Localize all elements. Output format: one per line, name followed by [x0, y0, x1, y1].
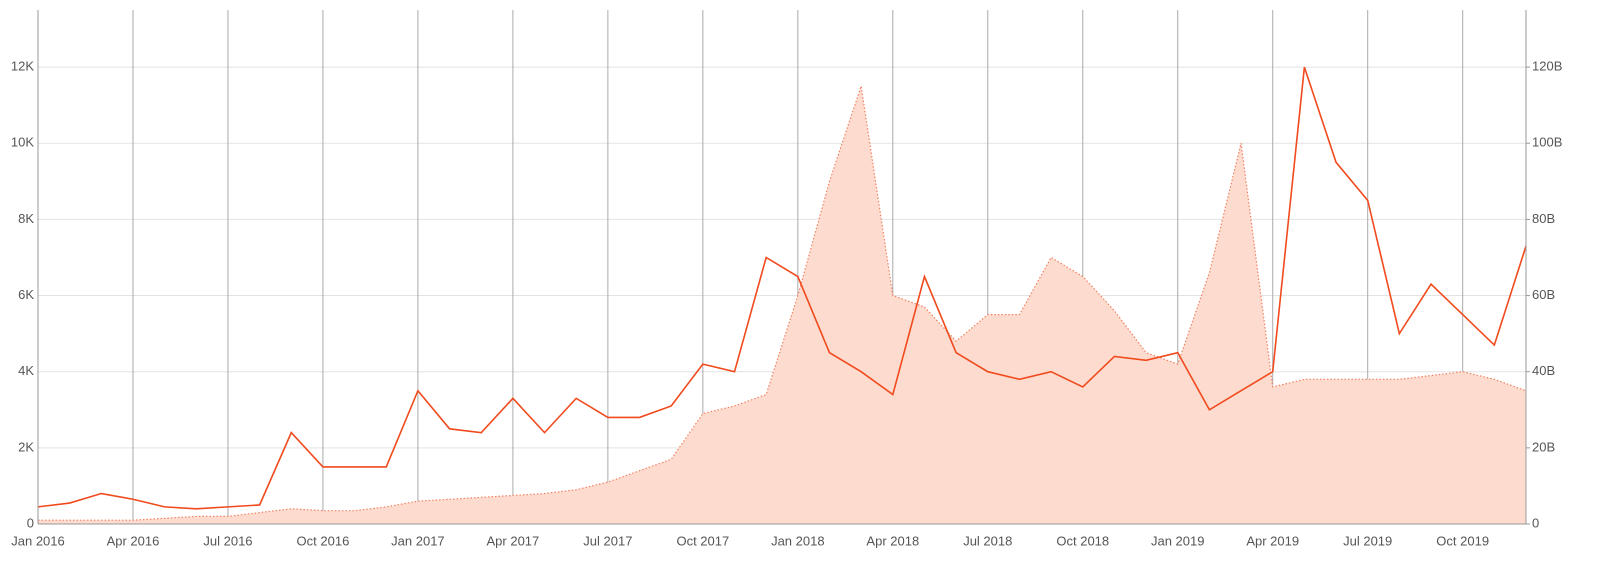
line — [37, 66, 1527, 510]
y2-tick-label: 60B — [1532, 287, 1555, 302]
x-tick-label: Apr 2019 — [1246, 533, 1299, 548]
x-tick-label: Apr 2016 — [107, 533, 160, 548]
y2-tick-label: 80B — [1532, 211, 1555, 226]
x-tick-label: Apr 2018 — [866, 533, 919, 548]
x-tick-label: Jul 2018 — [963, 533, 1012, 548]
y2-tick-label: 40B — [1532, 363, 1555, 378]
y2-tick-label: 120B — [1532, 59, 1562, 74]
y-tick-label: 4K — [18, 363, 34, 378]
x-tick-label: Jul 2019 — [1343, 533, 1392, 548]
x-tick-label: Oct 2018 — [1056, 533, 1109, 548]
x-tick-label: Jan 2017 — [391, 533, 445, 548]
x-tick-label: Oct 2019 — [1436, 533, 1489, 548]
y2-tick-label: 100B — [1532, 135, 1562, 150]
x-tick-label: Oct 2017 — [676, 533, 729, 548]
y-tick-label: 2K — [18, 439, 34, 454]
x-tick-label: Oct 2016 — [297, 533, 350, 548]
x-tick-label: Jan 2016 — [11, 533, 65, 548]
y-tick-label: 0 — [27, 515, 34, 530]
y-tick-label: 8K — [18, 211, 34, 226]
y2-tick-label: 20B — [1532, 439, 1555, 454]
area — [38, 86, 1526, 525]
x-tick-label: Jul 2016 — [203, 533, 252, 548]
x-tick-label: Jan 2018 — [771, 533, 825, 548]
x-tick-label: Jan 2019 — [1151, 533, 1205, 548]
area-edge — [38, 85, 1527, 521]
y-tick-label: 6K — [18, 287, 34, 302]
y2-tick-label: 0 — [1532, 515, 1539, 530]
y-tick-label: 12K — [11, 59, 34, 74]
x-tick-label: Jul 2017 — [583, 533, 632, 548]
y-tick-label: 10K — [11, 135, 34, 150]
x-tick-label: Apr 2017 — [487, 533, 540, 548]
